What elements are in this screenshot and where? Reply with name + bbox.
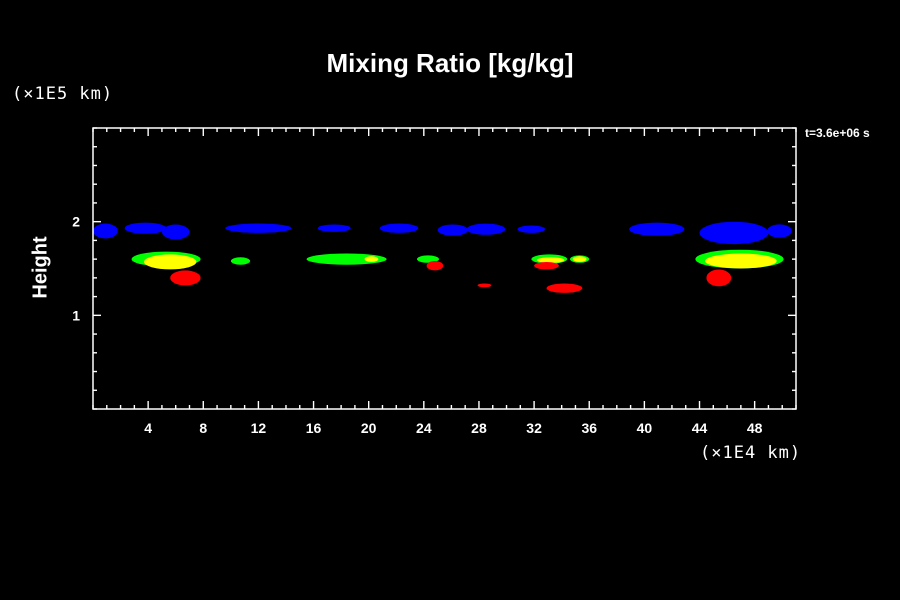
x-tick-label: 20 bbox=[361, 420, 377, 436]
x-tick-label: 16 bbox=[306, 420, 322, 436]
field-region-level3 bbox=[364, 256, 379, 262]
x-tick-label: 24 bbox=[416, 420, 432, 436]
field-region-level2 bbox=[417, 255, 439, 263]
x-tick-label: 40 bbox=[637, 420, 653, 436]
plot-frame bbox=[92, 127, 797, 410]
field-region-level4 bbox=[170, 270, 201, 286]
field-region-level1 bbox=[437, 224, 468, 236]
x-tick-label: 32 bbox=[526, 420, 542, 436]
field-region-level1 bbox=[161, 224, 190, 240]
field-region-level1 bbox=[317, 224, 351, 232]
y-axis-unit: (×1E5 km) bbox=[12, 84, 114, 104]
field-region-level3 bbox=[536, 257, 565, 263]
x-tick-label: 12 bbox=[251, 420, 267, 436]
field-region-level1 bbox=[379, 223, 419, 233]
field-region-level4 bbox=[477, 283, 492, 288]
field-region-level4 bbox=[706, 269, 732, 287]
y-tick-label: 1 bbox=[72, 307, 80, 323]
x-tick-label: 28 bbox=[471, 420, 487, 436]
field-region-level2 bbox=[306, 253, 387, 265]
field-region-level1 bbox=[767, 224, 792, 238]
field-region-level1 bbox=[517, 225, 546, 233]
y-tick-label: 2 bbox=[72, 214, 80, 230]
field-region-level3 bbox=[705, 253, 777, 269]
field-region-level1 bbox=[629, 222, 685, 236]
x-tick-label: 44 bbox=[692, 420, 708, 436]
x-tick-label: 8 bbox=[199, 420, 207, 436]
field-region-level3 bbox=[144, 254, 197, 270]
x-tick-label: 4 bbox=[144, 420, 152, 436]
mixing-ratio-field bbox=[93, 221, 792, 293]
field-region-level4 bbox=[546, 283, 583, 293]
field-region-level1 bbox=[93, 223, 118, 239]
field-region-level3 bbox=[572, 256, 587, 262]
x-tick-label: 36 bbox=[581, 420, 597, 436]
chart-title: Mixing Ratio [kg/kg] bbox=[326, 48, 574, 78]
field-region-level1 bbox=[466, 223, 506, 235]
field-region-level1 bbox=[124, 222, 167, 234]
field-region-level4 bbox=[534, 262, 559, 270]
time-label: t=3.6e+06 s bbox=[805, 126, 870, 140]
field-region-level1 bbox=[699, 221, 769, 245]
field-region-level2 bbox=[230, 257, 251, 265]
field-region-level4 bbox=[426, 261, 444, 271]
x-tick-label: 48 bbox=[747, 420, 763, 436]
field-region-level1 bbox=[225, 223, 292, 233]
x-axis-unit: (×1E4 km) bbox=[700, 443, 802, 463]
